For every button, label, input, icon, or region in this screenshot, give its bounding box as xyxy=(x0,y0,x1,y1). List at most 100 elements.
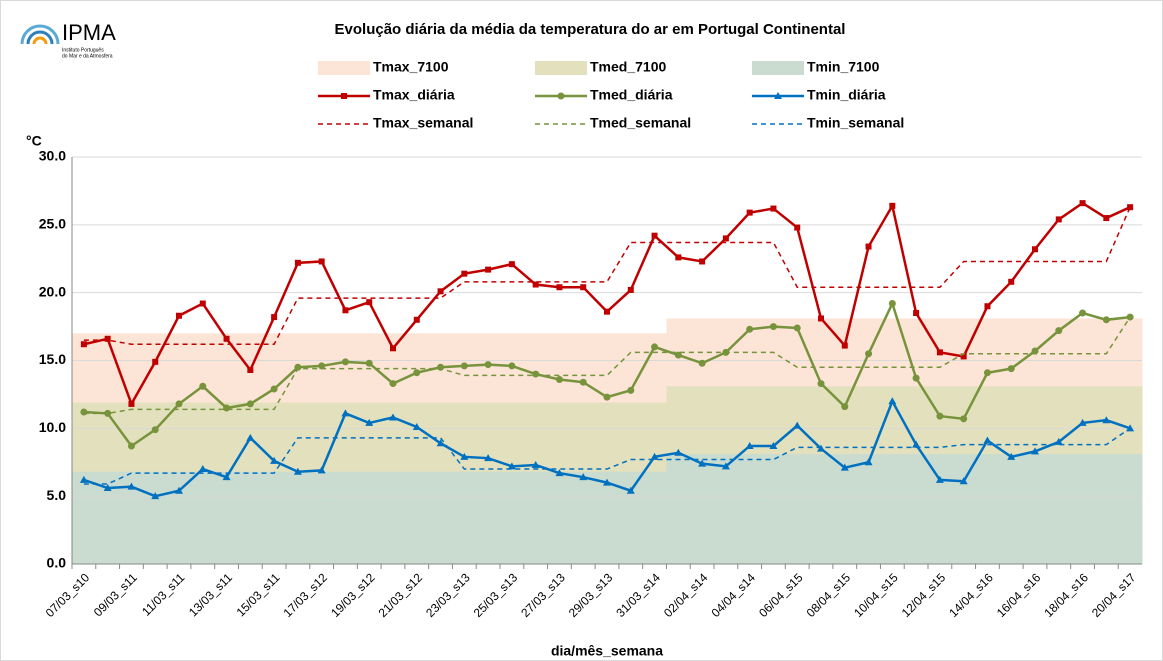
legend-label: Tmax_semanal xyxy=(373,115,473,131)
marker xyxy=(198,465,207,473)
legend-marker xyxy=(341,93,347,99)
marker xyxy=(960,353,967,360)
legend-swatch xyxy=(318,61,370,75)
marker xyxy=(79,475,88,483)
marker xyxy=(412,422,421,430)
normal-band xyxy=(904,454,929,564)
marker xyxy=(508,362,516,370)
marker xyxy=(604,308,610,315)
normal-band xyxy=(785,454,810,564)
marker xyxy=(865,243,872,250)
normal-band xyxy=(167,471,192,564)
marker xyxy=(531,460,540,468)
marker xyxy=(698,359,706,367)
legend-swatch xyxy=(752,61,804,75)
marker xyxy=(1103,215,1110,222)
marker xyxy=(152,358,159,365)
marker xyxy=(532,281,539,288)
logo-subtitle: Instituto Português xyxy=(62,47,104,53)
marker xyxy=(865,350,873,358)
normal-band xyxy=(452,471,477,564)
marker xyxy=(627,386,635,394)
marker xyxy=(1055,327,1063,335)
legend-label: Tmin_7100 xyxy=(807,59,880,75)
marker xyxy=(746,325,754,333)
marker xyxy=(103,484,112,492)
normal-band xyxy=(72,471,97,564)
marker xyxy=(1078,418,1087,426)
marker xyxy=(603,478,611,486)
marker xyxy=(390,345,396,352)
marker xyxy=(199,300,206,307)
marker xyxy=(127,442,135,450)
logo-subtitle: do Mar e da Atmosfera xyxy=(62,53,113,59)
marker xyxy=(199,382,207,390)
marker xyxy=(627,286,634,293)
legend-label: Tmed_7100 xyxy=(590,59,666,75)
marker xyxy=(675,254,682,261)
marker xyxy=(699,258,706,265)
marker xyxy=(746,209,753,216)
marker xyxy=(555,375,563,383)
normal-band xyxy=(809,454,834,564)
y-tick-label: 5.0 xyxy=(47,487,67,503)
marker xyxy=(817,380,825,388)
legend-swatch xyxy=(535,61,587,75)
marker xyxy=(841,403,849,411)
marker xyxy=(80,341,87,348)
marker xyxy=(460,452,469,460)
marker xyxy=(484,454,493,462)
marker xyxy=(1007,452,1016,460)
marker xyxy=(650,452,659,460)
marker xyxy=(222,473,231,481)
normal-band xyxy=(547,471,572,564)
marker xyxy=(413,369,421,377)
marker xyxy=(960,415,968,423)
marker xyxy=(745,441,754,449)
marker xyxy=(555,469,564,477)
marker xyxy=(485,266,492,273)
marker xyxy=(151,492,160,500)
marker xyxy=(889,202,896,209)
marker xyxy=(674,448,683,456)
legend-label: Tmin_semanal xyxy=(807,115,904,131)
marker xyxy=(317,466,326,474)
normal-band xyxy=(571,471,596,564)
marker xyxy=(223,335,230,342)
marker xyxy=(341,358,349,366)
marker xyxy=(1079,200,1086,207)
marker xyxy=(817,444,825,452)
normal-band xyxy=(262,471,287,564)
weekly-line xyxy=(83,316,1131,415)
marker xyxy=(1055,216,1062,223)
marker xyxy=(1127,204,1134,211)
marker xyxy=(651,232,658,239)
marker xyxy=(1031,347,1039,355)
y-tick-label: 25.0 xyxy=(39,216,66,232)
marker xyxy=(413,316,420,323)
marker xyxy=(247,366,254,373)
normal-band xyxy=(856,454,881,564)
normal-band xyxy=(333,471,358,564)
normal-band xyxy=(190,471,216,564)
marker xyxy=(1054,437,1063,445)
normal-band xyxy=(880,454,905,564)
marker xyxy=(864,458,873,466)
normal-band xyxy=(143,471,168,564)
marker xyxy=(841,342,848,349)
normal-band xyxy=(666,454,691,564)
normal-band xyxy=(999,454,1024,564)
marker xyxy=(1031,447,1039,455)
marker xyxy=(104,409,112,417)
marker xyxy=(984,303,991,310)
marker xyxy=(437,288,444,295)
marker xyxy=(175,486,183,494)
marker xyxy=(1007,365,1015,373)
marker xyxy=(1008,278,1015,285)
marker xyxy=(793,324,801,332)
normal-band xyxy=(1023,454,1048,564)
marker xyxy=(294,363,302,371)
marker xyxy=(460,362,468,370)
marker xyxy=(769,323,777,331)
